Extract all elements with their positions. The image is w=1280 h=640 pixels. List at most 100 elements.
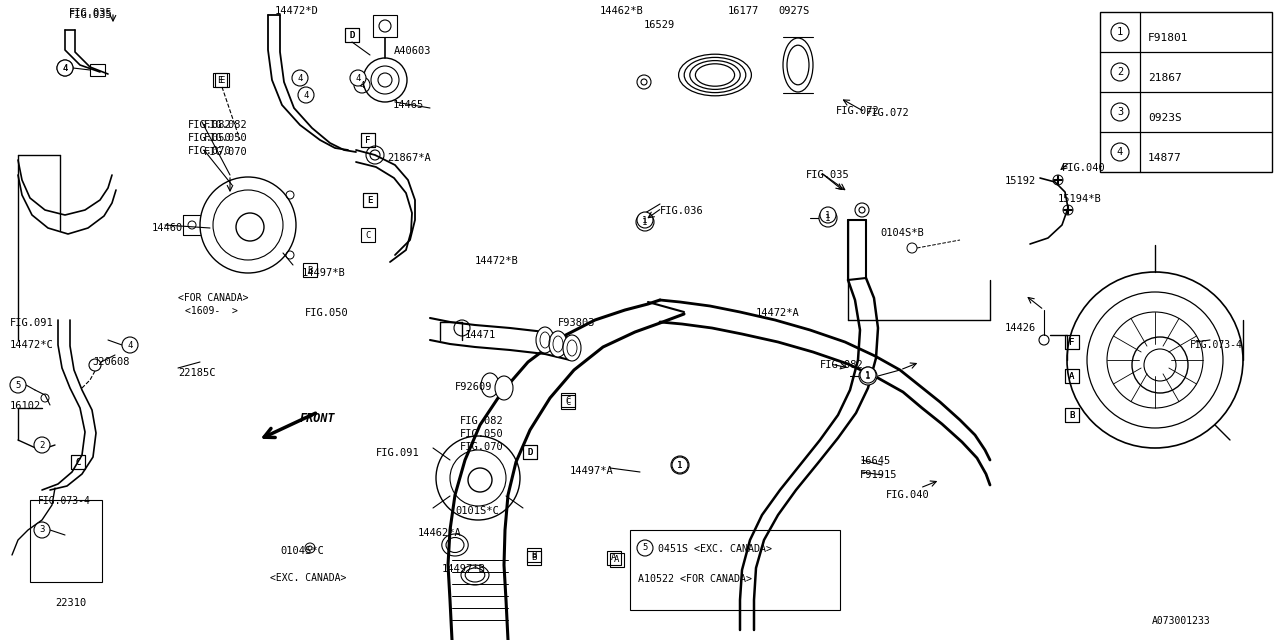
Text: 14472*C: 14472*C	[10, 340, 54, 350]
Text: F91915: F91915	[860, 470, 897, 480]
Text: 14472*A: 14472*A	[756, 308, 800, 318]
Bar	[364, 193, 378, 207]
Circle shape	[35, 437, 50, 453]
Text: 1: 1	[826, 211, 831, 220]
Bar	[524, 445, 538, 459]
Text: 1: 1	[865, 371, 870, 380]
Text: 4: 4	[297, 74, 302, 83]
Circle shape	[355, 77, 370, 93]
Text: 4: 4	[127, 340, 133, 349]
Ellipse shape	[549, 331, 567, 357]
Ellipse shape	[495, 376, 513, 400]
Text: 14462*B: 14462*B	[600, 6, 644, 16]
Text: 5: 5	[643, 543, 648, 552]
Text: 4: 4	[63, 63, 68, 72]
Text: FIG.082: FIG.082	[188, 120, 232, 130]
Text: 2: 2	[40, 440, 45, 449]
Circle shape	[35, 522, 50, 538]
Text: FIG.040: FIG.040	[1062, 163, 1106, 173]
Text: 14497*B: 14497*B	[442, 564, 485, 574]
Text: 1: 1	[643, 218, 648, 227]
Text: FIG.050: FIG.050	[460, 429, 504, 439]
Text: E: E	[219, 76, 225, 84]
Circle shape	[636, 213, 654, 231]
Bar	[215, 73, 229, 87]
Text: E: E	[218, 76, 223, 84]
Text: 4: 4	[360, 81, 365, 90]
Text: D: D	[349, 31, 355, 40]
Text: A: A	[614, 556, 620, 564]
Circle shape	[637, 540, 653, 556]
Circle shape	[819, 209, 837, 227]
Text: FIG.070: FIG.070	[204, 147, 248, 157]
Text: 1: 1	[826, 214, 831, 223]
Text: 0923S: 0923S	[1148, 113, 1181, 123]
Bar	[364, 193, 378, 207]
Text: 22310: 22310	[55, 598, 86, 608]
Text: FIG.036: FIG.036	[660, 206, 704, 216]
Text: FIG.035: FIG.035	[806, 170, 850, 180]
Text: J20608: J20608	[92, 357, 129, 367]
Text: F: F	[365, 136, 371, 145]
Text: 14497*A: 14497*A	[570, 466, 613, 476]
Text: 0104S*B: 0104S*B	[881, 228, 924, 238]
Text: 15194*B: 15194*B	[1059, 194, 1102, 204]
Text: 16645: 16645	[860, 456, 891, 466]
Text: FIG.073-4: FIG.073-4	[38, 496, 91, 506]
Text: B: B	[531, 550, 536, 559]
Text: B: B	[531, 554, 536, 563]
Circle shape	[298, 87, 314, 103]
Text: 1: 1	[677, 461, 682, 470]
Text: F92609: F92609	[454, 382, 493, 392]
Bar	[70, 455, 84, 469]
Bar	[630, 530, 840, 610]
Circle shape	[1111, 23, 1129, 41]
Text: 14426: 14426	[1005, 323, 1037, 333]
Text: 14472*B: 14472*B	[475, 256, 518, 266]
Bar	[346, 28, 358, 42]
Text: C: C	[76, 458, 81, 467]
Bar	[212, 73, 227, 87]
Text: <EXC. CANADA>: <EXC. CANADA>	[270, 573, 347, 583]
Circle shape	[1111, 143, 1129, 161]
Text: A: A	[1069, 371, 1075, 381]
Text: FIG.091: FIG.091	[10, 318, 54, 328]
Text: B: B	[307, 266, 312, 275]
Text: FIG.070: FIG.070	[188, 146, 232, 156]
Circle shape	[292, 70, 308, 86]
Text: 4: 4	[1117, 147, 1123, 157]
Text: 4: 4	[356, 74, 361, 83]
Text: C: C	[566, 396, 571, 404]
Circle shape	[671, 456, 689, 474]
Text: FIG.040: FIG.040	[886, 490, 929, 500]
Bar	[527, 551, 541, 565]
Text: 15192: 15192	[1005, 176, 1037, 186]
Text: FRONT: FRONT	[300, 412, 335, 425]
Text: 0101S*C: 0101S*C	[454, 506, 499, 516]
Circle shape	[860, 367, 876, 383]
Text: 22185C: 22185C	[178, 368, 215, 378]
Bar	[1065, 369, 1079, 383]
Text: 0104S*C: 0104S*C	[280, 546, 324, 556]
Bar	[607, 551, 621, 565]
Text: C: C	[566, 397, 571, 406]
Bar	[346, 28, 358, 42]
Text: A: A	[612, 554, 617, 563]
Bar	[90, 64, 105, 76]
Text: 21867*A: 21867*A	[387, 153, 431, 163]
Bar	[561, 393, 575, 407]
Ellipse shape	[536, 327, 554, 353]
Text: FIG.070: FIG.070	[460, 442, 504, 452]
Circle shape	[58, 60, 73, 76]
Text: A40603: A40603	[394, 46, 431, 56]
Bar	[29, 500, 102, 582]
Text: A073001233: A073001233	[1152, 616, 1211, 626]
Text: 2: 2	[1117, 67, 1123, 77]
Bar	[372, 15, 397, 37]
Bar	[561, 395, 575, 409]
Circle shape	[58, 60, 73, 76]
Text: 0927S: 0927S	[778, 6, 809, 16]
Ellipse shape	[481, 373, 499, 397]
Circle shape	[1111, 103, 1129, 121]
Text: D: D	[527, 447, 532, 456]
